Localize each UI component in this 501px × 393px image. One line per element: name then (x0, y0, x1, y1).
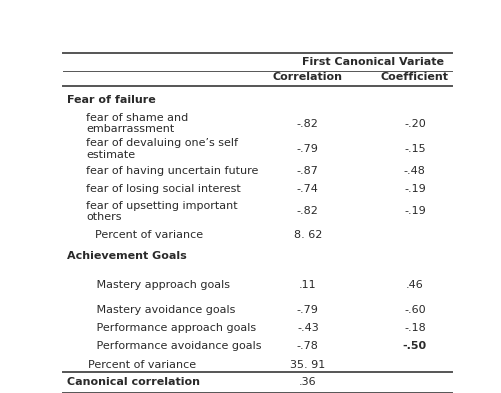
Text: -.79: -.79 (296, 305, 318, 315)
Text: .36: .36 (299, 377, 316, 387)
Text: -.82: -.82 (296, 206, 318, 216)
Text: -.15: -.15 (403, 144, 425, 154)
Text: 35. 91: 35. 91 (290, 360, 325, 369)
Text: .46: .46 (405, 280, 423, 290)
Text: Correlation: Correlation (273, 72, 342, 83)
Text: -.19: -.19 (403, 206, 425, 216)
Text: -.60: -.60 (403, 305, 425, 315)
Text: 8. 62: 8. 62 (293, 230, 322, 240)
Text: -.19: -.19 (403, 184, 425, 195)
Text: -.87: -.87 (296, 166, 318, 176)
Text: Fear of failure: Fear of failure (67, 95, 155, 105)
Text: Mastery avoidance goals: Mastery avoidance goals (86, 305, 235, 315)
Text: -.20: -.20 (403, 119, 425, 129)
Text: Performance avoidance goals: Performance avoidance goals (86, 342, 261, 351)
Text: Coefficient: Coefficient (380, 72, 448, 83)
Text: fear of shame and
embarrassment: fear of shame and embarrassment (86, 113, 188, 134)
Text: -.18: -.18 (403, 323, 425, 333)
Text: -.82: -.82 (296, 119, 318, 129)
Text: Performance approach goals: Performance approach goals (86, 323, 256, 333)
Text: Mastery approach goals: Mastery approach goals (86, 280, 229, 290)
Text: .11: .11 (299, 280, 316, 290)
Text: Percent of variance: Percent of variance (67, 230, 202, 240)
Text: fear of having uncertain future: fear of having uncertain future (86, 166, 258, 176)
Text: -.74: -.74 (296, 184, 318, 195)
Text: -.48: -.48 (403, 166, 425, 176)
Text: Percent of variance: Percent of variance (67, 360, 195, 369)
Text: First Canonical Variate: First Canonical Variate (302, 57, 443, 67)
Text: Achievement Goals: Achievement Goals (67, 251, 186, 261)
Text: fear of upsetting important
others: fear of upsetting important others (86, 200, 237, 222)
Text: fear of devaluing one’s self
estimate: fear of devaluing one’s self estimate (86, 138, 237, 160)
Text: -.78: -.78 (296, 342, 318, 351)
Text: -.79: -.79 (296, 144, 318, 154)
Text: -.43: -.43 (297, 323, 318, 333)
Text: -.50: -.50 (402, 342, 426, 351)
Text: fear of losing social interest: fear of losing social interest (86, 184, 240, 195)
Text: Canonical correlation: Canonical correlation (67, 377, 199, 387)
